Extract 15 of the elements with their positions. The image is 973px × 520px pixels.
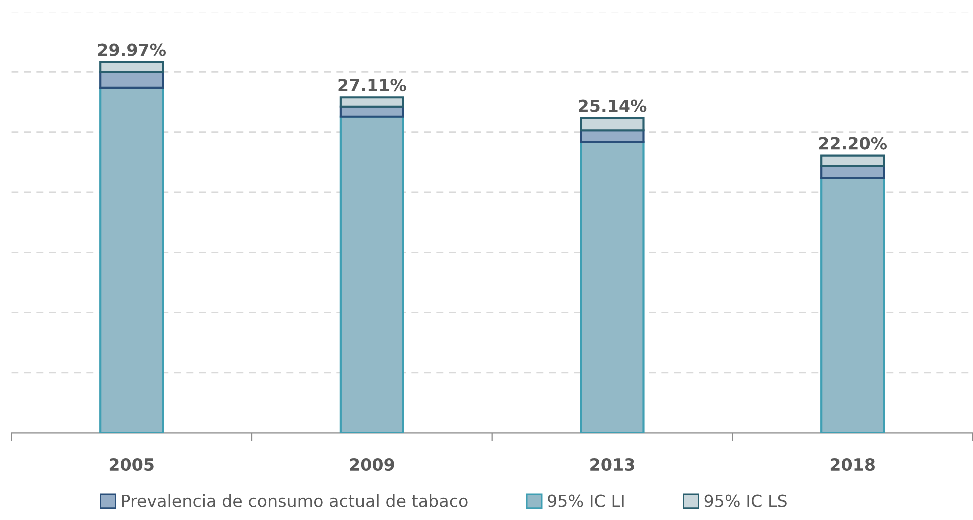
x-tick-label: 2005 — [110, 458, 154, 472]
annotation: 27.11% — [338, 78, 406, 92]
legend-label: 95% IC LI — [548, 494, 624, 508]
bar — [100, 61, 164, 74]
bar — [820, 154, 886, 168]
annotation: 22.20% — [819, 137, 888, 150]
bar — [340, 96, 404, 108]
legend-label: Prevalencia de consumo actual de tabaco — [122, 494, 468, 508]
x-tick-label: 2013 — [590, 458, 634, 472]
x-tick-label: 2018 — [830, 458, 875, 472]
annotation: 25.14% — [579, 100, 647, 112]
legend-label: 95% IC LS — [704, 494, 787, 508]
x-tick-label: 2009 — [350, 458, 394, 472]
bar — [580, 117, 645, 132]
text: 29.97% — [98, 44, 166, 56]
